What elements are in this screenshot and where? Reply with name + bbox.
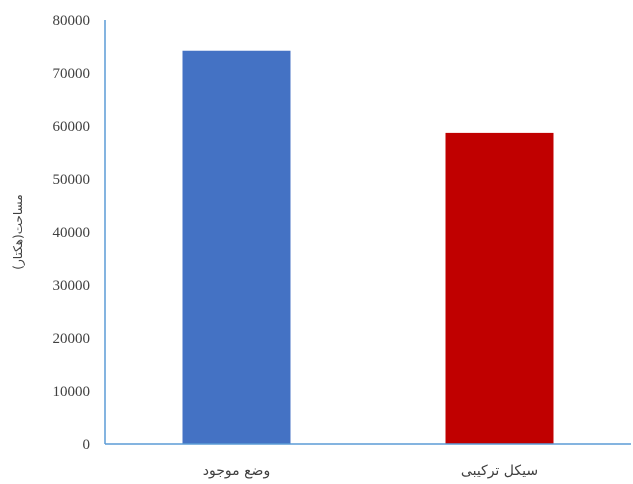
bar-1 [182, 50, 291, 445]
y-tick-label: 80000 [53, 13, 91, 29]
y-tick-label: 0 [83, 437, 91, 453]
y-tick-labels: 0 10000 20000 30000 40000 50000 60000 70000 8000… [53, 13, 91, 453]
y-tick-label: 70000 [53, 66, 91, 82]
bars [182, 50, 554, 445]
x-category-label: وضع موجود [203, 463, 270, 479]
y-tick-label: 10000 [53, 384, 91, 400]
y-tick-label: 50000 [53, 172, 91, 188]
y-tick-label: 20000 [53, 331, 91, 347]
x-category-labels: وضع موجود سیکل ترکیبی [203, 463, 538, 479]
y-tick-label: 60000 [53, 119, 91, 135]
bar-2 [445, 132, 554, 444]
axes [104, 20, 631, 445]
y-tick-label: 40000 [53, 225, 91, 241]
x-category-label: سیکل ترکیبی [461, 463, 538, 479]
y-tick-label: 30000 [53, 278, 91, 294]
y-axis-title: مساحت(هکتار) [11, 194, 26, 269]
